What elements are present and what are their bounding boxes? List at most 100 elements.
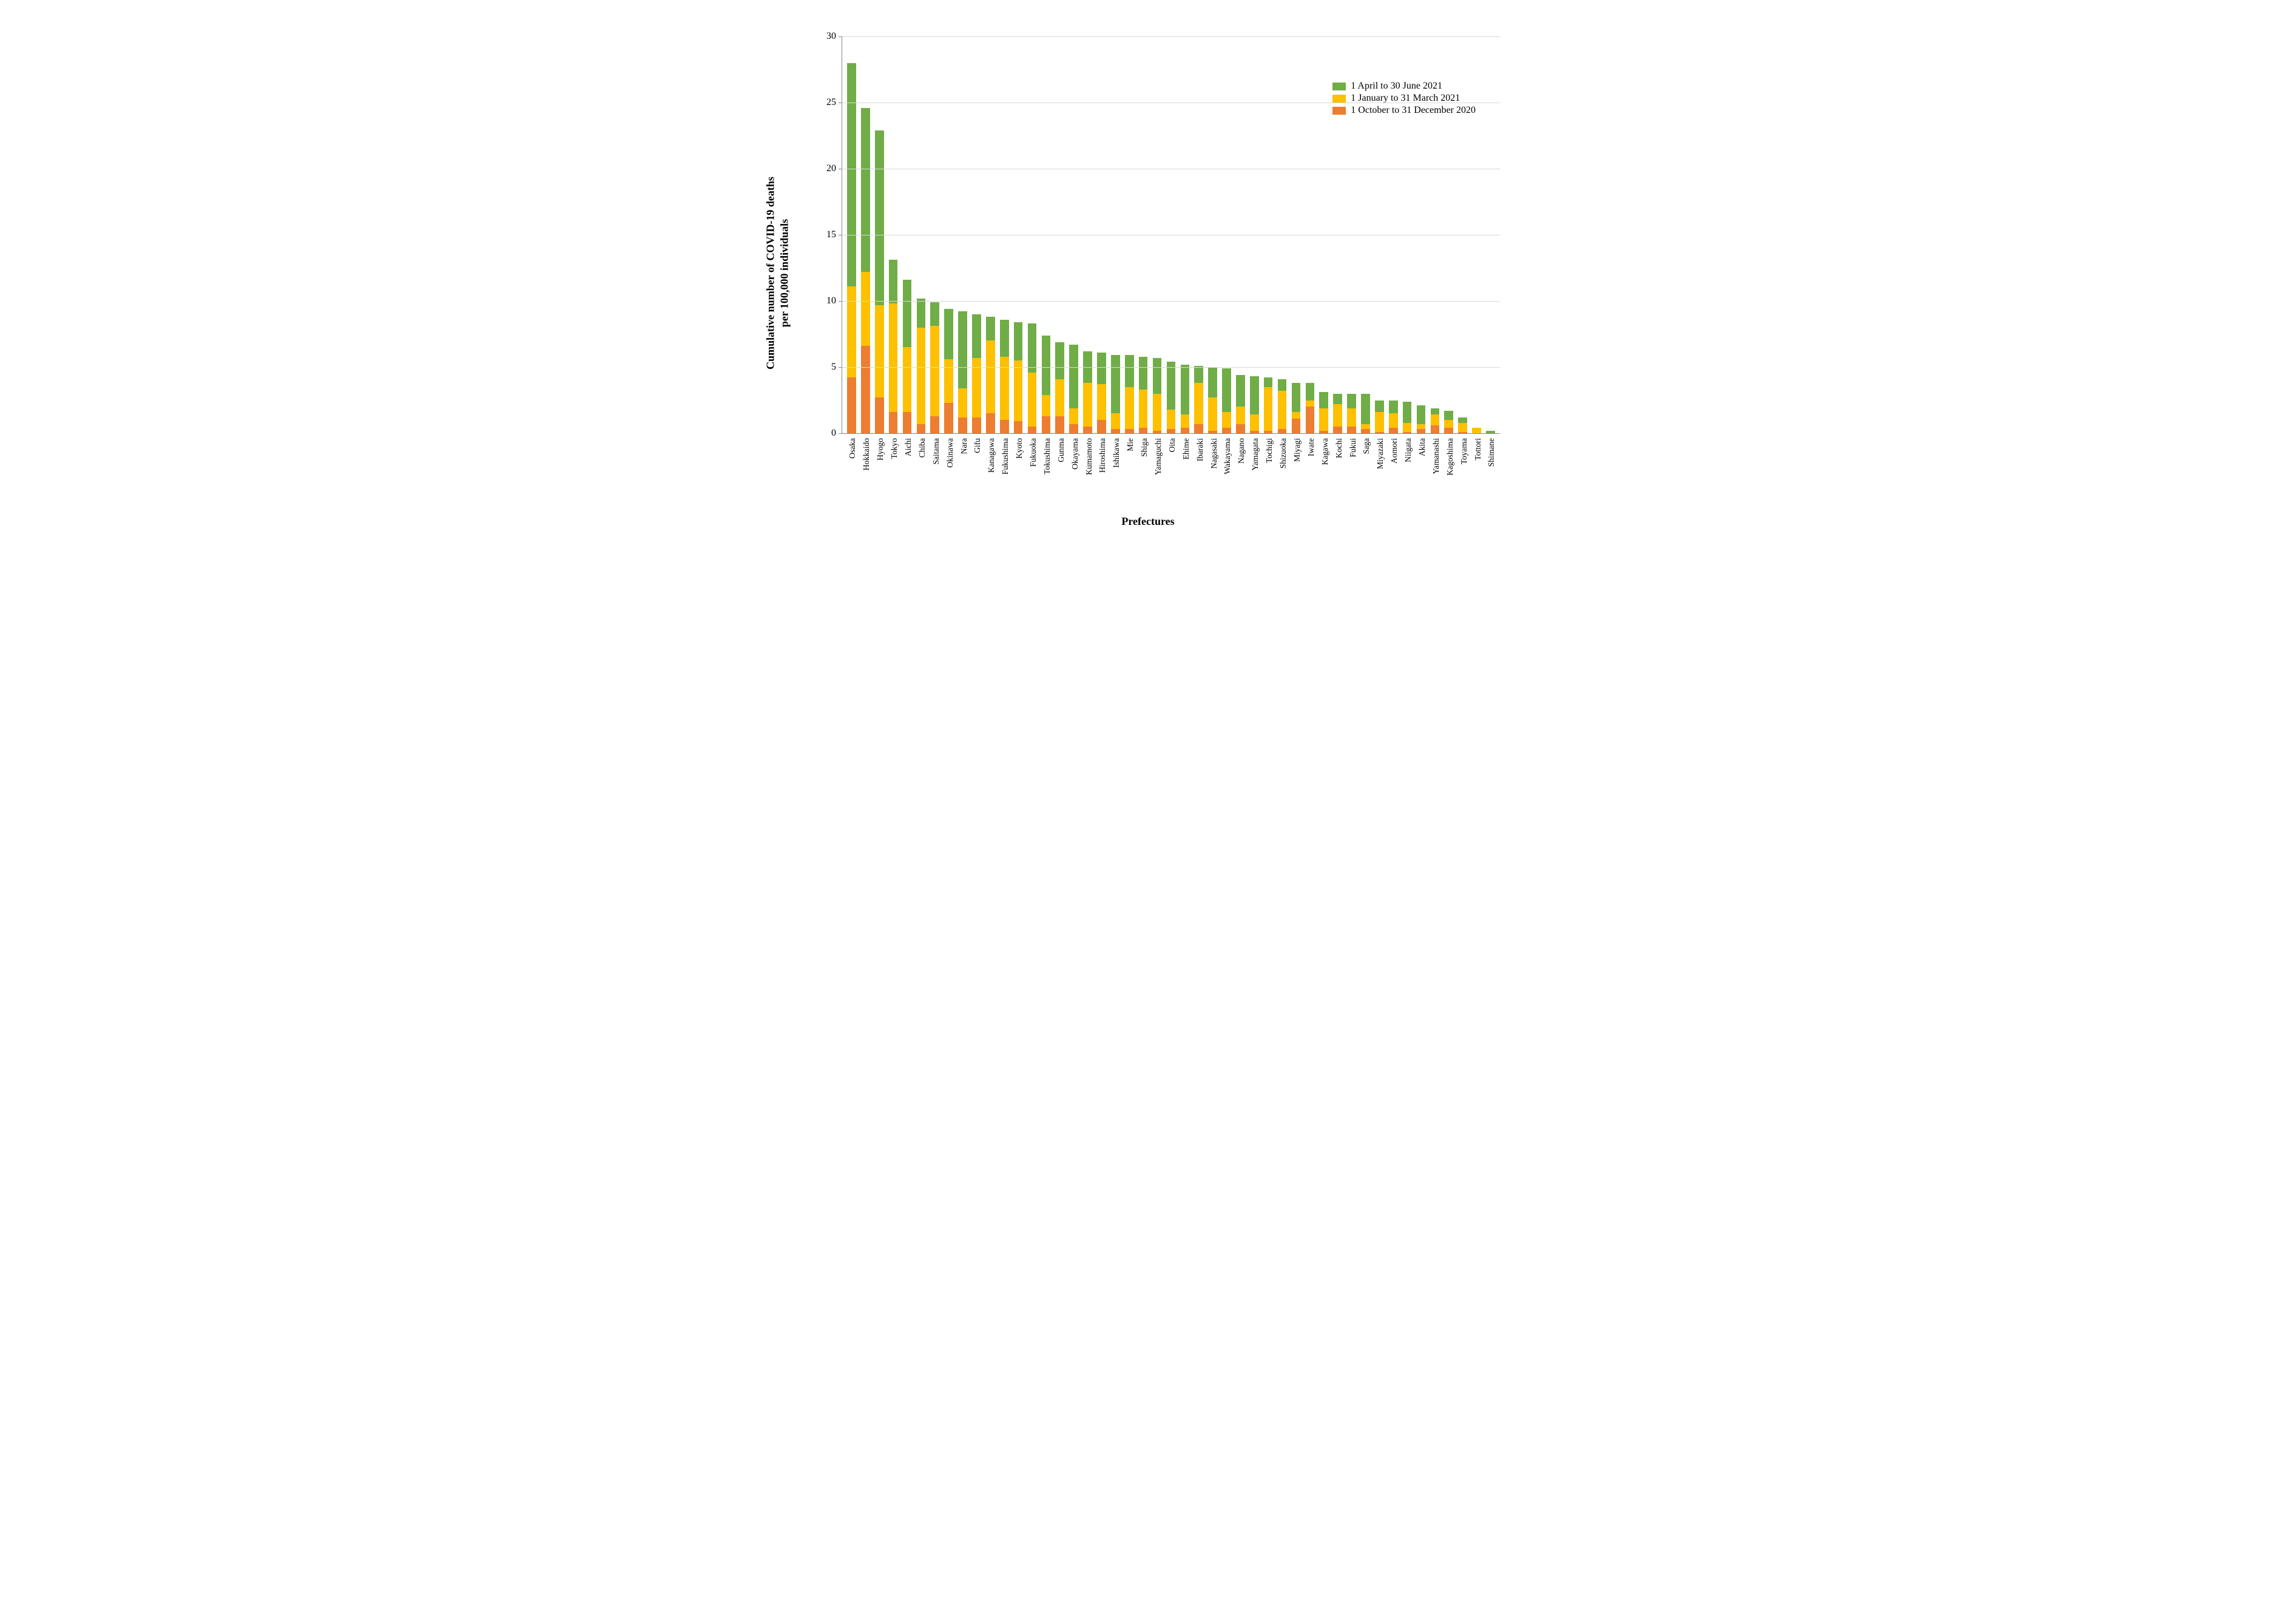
- x-tick-label: Yamanashi: [1431, 438, 1441, 474]
- y-axis-label: Cumulative number of COVID-19 deathsper …: [764, 177, 792, 370]
- bar-segment-oct_dec_2020: [1375, 432, 1384, 433]
- bar-segment-oct_dec_2020: [1278, 429, 1287, 433]
- bar-segment-apr_jun_2021: [1417, 405, 1426, 424]
- bar-segment-oct_dec_2020: [1028, 427, 1037, 433]
- x-tick-label: Hokkaido: [862, 438, 871, 470]
- y-tick-mark: [839, 367, 842, 368]
- bar-segment-oct_dec_2020: [1458, 432, 1467, 433]
- bar-segment-apr_jun_2021: [1306, 383, 1315, 400]
- bar-segment-apr_jun_2021: [958, 311, 967, 388]
- x-axis-label: Prefectures: [1121, 515, 1174, 528]
- x-tick-label: Hiroshima: [1098, 438, 1107, 473]
- x-tick-label: Oita: [1167, 438, 1177, 452]
- bar-segment-apr_jun_2021: [1194, 366, 1203, 383]
- bar-segment-oct_dec_2020: [1444, 428, 1453, 433]
- x-tick-label: Hyogo: [876, 438, 885, 461]
- bar-segment-apr_jun_2021: [1139, 357, 1148, 390]
- bar-segment-oct_dec_2020: [1319, 431, 1328, 433]
- bar-segment-apr_jun_2021: [1333, 394, 1342, 404]
- x-tick-label: Tokushima: [1042, 438, 1052, 475]
- bar-stack: [1055, 342, 1064, 433]
- gridline: [842, 36, 1500, 37]
- bar-segment-oct_dec_2020: [1181, 428, 1190, 433]
- bar-segment-oct_dec_2020: [1347, 427, 1356, 433]
- x-tick-label: Fukuoka: [1028, 438, 1038, 467]
- bar-segment-jan_mar_2021: [1028, 373, 1037, 427]
- legend-swatch: [1332, 95, 1346, 103]
- x-tick-label: Wakayama: [1223, 438, 1232, 475]
- bar-segment-jan_mar_2021: [986, 340, 995, 413]
- x-tick-label: Shizuoka: [1278, 438, 1288, 468]
- bar-stack: [1319, 392, 1328, 433]
- x-tick-label: Ibaraki: [1195, 438, 1205, 461]
- x-tick-label: Aichi: [903, 438, 913, 456]
- x-tick-label: Akita: [1417, 438, 1427, 456]
- bar-segment-jan_mar_2021: [847, 286, 856, 377]
- bar-stack: [1181, 365, 1190, 433]
- bar-segment-apr_jun_2021: [1458, 417, 1467, 423]
- bar-segment-apr_jun_2021: [1319, 392, 1328, 408]
- legend-swatch: [1332, 83, 1346, 90]
- x-tick-label: Miyazaki: [1376, 438, 1385, 469]
- bar-segment-oct_dec_2020: [1139, 428, 1148, 433]
- bar-stack: [1153, 358, 1162, 433]
- bar-segment-oct_dec_2020: [1014, 421, 1023, 433]
- bar-segment-jan_mar_2021: [944, 359, 953, 403]
- bar-segment-jan_mar_2021: [875, 305, 884, 398]
- bar-segment-oct_dec_2020: [930, 416, 939, 433]
- bar-segment-jan_mar_2021: [1264, 387, 1273, 431]
- bar-stack: [1444, 411, 1453, 433]
- bar-segment-oct_dec_2020: [1083, 427, 1092, 433]
- bar-segment-oct_dec_2020: [1361, 429, 1370, 433]
- bar-segment-oct_dec_2020: [958, 417, 967, 433]
- x-tick-label: Ishikawa: [1112, 438, 1121, 468]
- bar-segment-oct_dec_2020: [1000, 420, 1009, 433]
- bar-segment-jan_mar_2021: [1069, 408, 1078, 424]
- bar-segment-oct_dec_2020: [1153, 431, 1162, 433]
- bar-stack: [1250, 376, 1259, 433]
- bar-segment-oct_dec_2020: [875, 397, 884, 433]
- bar-stack: [972, 314, 981, 433]
- y-tick-mark: [839, 433, 842, 434]
- bar-segment-jan_mar_2021: [1042, 395, 1051, 416]
- bar-stack: [1347, 394, 1356, 433]
- x-tick-label: Gunma: [1056, 438, 1066, 462]
- bar-segment-oct_dec_2020: [1417, 429, 1426, 433]
- x-tick-label: Kumamoto: [1084, 438, 1094, 475]
- bar-segment-oct_dec_2020: [1042, 416, 1051, 433]
- bar-stack: [1333, 394, 1342, 433]
- bar-segment-apr_jun_2021: [1055, 342, 1064, 379]
- bar-stack: [1208, 367, 1217, 433]
- bar-stack: [1278, 379, 1287, 433]
- bar-segment-oct_dec_2020: [1055, 416, 1064, 433]
- bar-segment-apr_jun_2021: [917, 299, 926, 328]
- bar-segment-jan_mar_2021: [1236, 407, 1245, 424]
- x-tick-label: Miyagi: [1292, 438, 1302, 462]
- gridline: [842, 367, 1500, 368]
- bar-segment-oct_dec_2020: [1236, 424, 1245, 433]
- bar-stack: [1167, 362, 1176, 433]
- bar-segment-jan_mar_2021: [1153, 394, 1162, 431]
- bar-segment-apr_jun_2021: [1486, 431, 1495, 433]
- x-tick-label: Kanagawa: [987, 438, 996, 473]
- bar-stack: [1472, 428, 1481, 433]
- bar-segment-apr_jun_2021: [1111, 355, 1120, 413]
- bar-segment-oct_dec_2020: [1222, 428, 1231, 433]
- bar-segment-apr_jun_2021: [1347, 394, 1356, 408]
- bar-segment-oct_dec_2020: [861, 346, 870, 433]
- x-tick-label: Nara: [959, 438, 969, 454]
- bar-stack: [958, 311, 967, 433]
- bar-segment-apr_jun_2021: [986, 317, 995, 340]
- bar-segment-oct_dec_2020: [1264, 431, 1273, 433]
- bar-stack: [1458, 417, 1467, 433]
- bar-segment-oct_dec_2020: [1389, 428, 1398, 433]
- bar-segment-oct_dec_2020: [1194, 424, 1203, 433]
- legend-row: 1 April to 30 June 2021: [1332, 81, 1476, 92]
- bar-segment-apr_jun_2021: [847, 63, 856, 286]
- bar-segment-oct_dec_2020: [1208, 431, 1217, 433]
- x-tick-label: Yamaguchi: [1153, 438, 1163, 475]
- x-tick-label: Chiba: [917, 438, 927, 458]
- bar-segment-jan_mar_2021: [1431, 414, 1440, 425]
- x-tick-label: Yamagata: [1251, 438, 1260, 470]
- bar-segment-oct_dec_2020: [1333, 427, 1342, 433]
